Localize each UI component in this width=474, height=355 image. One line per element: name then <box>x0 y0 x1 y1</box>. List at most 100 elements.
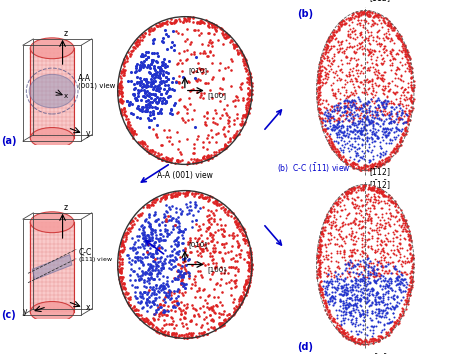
Point <box>365 48 373 54</box>
Point <box>142 77 149 83</box>
Point <box>136 82 144 88</box>
Point <box>174 275 182 280</box>
Point <box>359 186 367 191</box>
Point <box>147 92 155 97</box>
Point <box>245 105 252 111</box>
Point <box>395 318 402 324</box>
Point <box>237 247 245 253</box>
Point <box>329 203 337 209</box>
Point <box>217 26 225 31</box>
Point <box>149 201 156 207</box>
Point <box>353 10 360 15</box>
Point <box>350 49 358 54</box>
Point <box>153 23 161 29</box>
Point <box>143 216 150 222</box>
Point <box>134 39 141 44</box>
Point <box>357 154 365 160</box>
Point <box>163 64 171 69</box>
Point <box>389 213 396 218</box>
Point <box>313 94 321 100</box>
Point <box>193 78 201 84</box>
Point <box>241 56 248 62</box>
Point <box>319 295 327 300</box>
Point <box>200 144 207 150</box>
Point <box>323 71 330 76</box>
Point <box>407 84 415 90</box>
Point <box>315 86 322 92</box>
Point <box>231 279 238 284</box>
Point <box>341 304 348 310</box>
Point <box>188 317 195 323</box>
Point <box>188 302 196 308</box>
Point <box>401 86 409 92</box>
Point <box>366 159 374 164</box>
Point <box>175 305 183 311</box>
Point <box>375 104 383 110</box>
Point <box>391 151 398 156</box>
Point <box>199 331 207 337</box>
Point <box>190 86 197 92</box>
Point <box>122 236 130 242</box>
Point <box>228 256 235 262</box>
Point <box>403 65 410 71</box>
Point <box>316 287 324 293</box>
Point <box>369 340 377 346</box>
Point <box>370 185 377 191</box>
Point <box>315 253 322 258</box>
Point <box>245 262 253 267</box>
Point <box>388 127 395 133</box>
Point <box>410 85 417 91</box>
Point <box>327 295 334 301</box>
Point <box>361 263 369 268</box>
Point <box>155 244 162 250</box>
Point <box>353 293 360 298</box>
Point <box>158 262 166 268</box>
Point <box>126 99 134 105</box>
Point <box>337 105 344 110</box>
Point <box>386 38 393 44</box>
Point <box>195 330 203 336</box>
Point <box>393 126 401 132</box>
Point <box>248 268 255 274</box>
Point <box>144 296 151 302</box>
Point <box>124 49 132 55</box>
Point <box>350 218 358 224</box>
Point <box>189 160 197 166</box>
Point <box>369 268 377 273</box>
Point <box>229 255 237 261</box>
Point <box>324 236 332 242</box>
Point <box>403 295 411 301</box>
Point <box>178 31 186 37</box>
Point <box>146 102 154 108</box>
Point <box>117 79 125 85</box>
Point <box>329 122 337 128</box>
Point <box>408 237 415 243</box>
Point <box>171 241 179 246</box>
Point <box>380 277 387 283</box>
Point <box>318 58 326 64</box>
Point <box>377 237 384 242</box>
Point <box>397 38 405 44</box>
Point <box>336 203 344 209</box>
Point <box>352 104 360 109</box>
Point <box>139 139 146 144</box>
Point <box>242 61 249 66</box>
Point <box>389 125 396 131</box>
Point <box>354 42 361 48</box>
Point <box>406 242 413 248</box>
Point <box>391 264 398 270</box>
Point <box>128 258 136 263</box>
Point <box>398 276 405 282</box>
Point <box>378 75 386 80</box>
Point <box>239 295 246 301</box>
Point <box>360 45 368 51</box>
Point <box>359 184 367 190</box>
Point <box>351 297 358 302</box>
Point <box>347 147 355 152</box>
Point <box>146 261 154 267</box>
Point <box>156 66 164 72</box>
Point <box>381 18 388 24</box>
Point <box>394 102 401 107</box>
Point <box>313 271 321 277</box>
Point <box>129 111 137 117</box>
